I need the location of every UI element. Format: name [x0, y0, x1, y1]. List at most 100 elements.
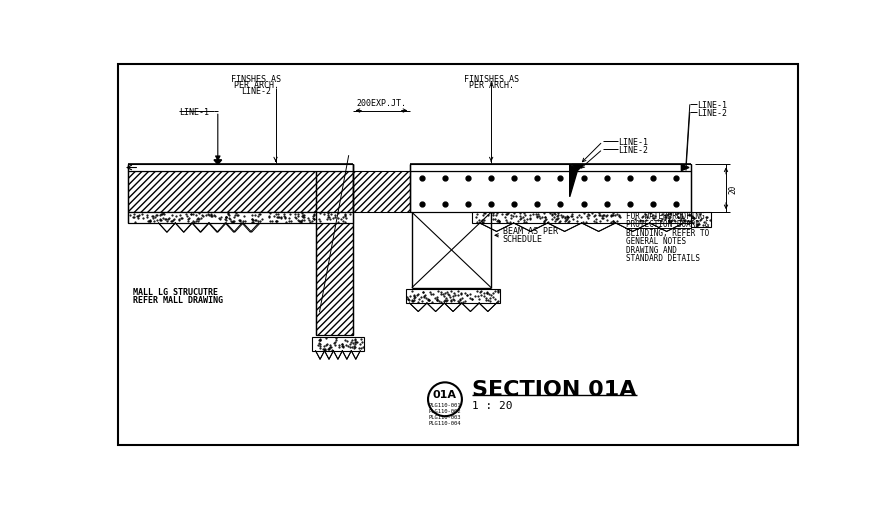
Point: [155, 211, 170, 219]
Point: [441, 290, 455, 298]
Point: [668, 218, 682, 226]
Point: [324, 211, 338, 219]
Point: [451, 287, 465, 295]
Point: [646, 214, 660, 222]
Text: BEAM AS PER: BEAM AS PER: [503, 227, 558, 236]
Point: [126, 214, 140, 222]
Point: [587, 218, 601, 226]
Point: [344, 338, 358, 346]
Point: [246, 217, 260, 225]
Point: [599, 212, 613, 220]
Point: [320, 340, 334, 348]
Point: [550, 216, 564, 224]
Point: [421, 295, 435, 304]
Point: [405, 297, 419, 306]
Point: [329, 334, 343, 342]
Point: [313, 336, 327, 344]
Point: [293, 218, 307, 226]
Point: [199, 212, 213, 220]
Text: PLG110-001: PLG110-001: [429, 402, 461, 408]
Point: [313, 335, 327, 343]
Point: [663, 214, 678, 222]
Point: [505, 213, 520, 221]
Point: [651, 216, 665, 224]
Point: [313, 336, 327, 344]
Point: [687, 215, 701, 223]
Point: [434, 290, 448, 298]
Point: [480, 289, 495, 297]
Point: [557, 218, 572, 226]
Text: BLINDING, REFER TO: BLINDING, REFER TO: [626, 228, 709, 237]
Point: [581, 211, 596, 219]
Point: [219, 213, 233, 221]
Point: [605, 217, 620, 225]
Point: [460, 291, 474, 299]
Point: [349, 338, 363, 346]
Point: [263, 218, 278, 226]
Point: [347, 338, 362, 346]
Text: LINE-1: LINE-1: [179, 108, 209, 117]
Bar: [405, 289, 500, 304]
Point: [220, 214, 234, 222]
Point: [495, 211, 509, 219]
Point: [660, 212, 674, 220]
Point: [221, 210, 235, 218]
Polygon shape: [572, 165, 583, 171]
Point: [604, 211, 618, 219]
Point: [516, 213, 530, 221]
Point: [693, 217, 707, 225]
Point: [324, 343, 338, 351]
Point: [592, 210, 606, 218]
Point: [451, 297, 465, 306]
Point: [455, 290, 469, 298]
Point: [587, 213, 601, 221]
Point: [438, 289, 452, 297]
Point: [352, 344, 366, 352]
Point: [440, 296, 455, 304]
Point: [497, 214, 512, 222]
Point: [165, 218, 179, 226]
Point: [504, 212, 518, 220]
Point: [447, 296, 462, 304]
Point: [172, 215, 187, 223]
Point: [472, 288, 487, 296]
Point: [150, 217, 164, 225]
Point: [154, 211, 168, 219]
Point: [347, 336, 362, 344]
Point: [685, 213, 699, 221]
Point: [330, 219, 345, 227]
Point: [347, 342, 362, 350]
Point: [153, 216, 167, 224]
Point: [288, 214, 303, 222]
Point: [335, 342, 349, 350]
Point: [545, 211, 559, 219]
Point: [538, 216, 552, 224]
Point: [428, 294, 442, 302]
Point: [313, 218, 328, 226]
Point: [486, 290, 500, 298]
Point: [679, 217, 693, 225]
Point: [480, 289, 494, 297]
Point: [321, 210, 335, 218]
Point: [296, 213, 310, 221]
Point: [160, 218, 174, 226]
Point: [271, 214, 285, 222]
Point: [657, 216, 672, 224]
Point: [336, 342, 350, 350]
Point: [204, 211, 219, 219]
Point: [306, 215, 321, 223]
Point: [226, 219, 240, 227]
Point: [233, 216, 247, 224]
Point: [307, 215, 321, 223]
Point: [127, 214, 141, 222]
Point: [271, 210, 285, 218]
Point: [565, 216, 580, 224]
Text: PER ARCH.: PER ARCH.: [234, 81, 279, 89]
Text: 1 : 20: 1 : 20: [472, 400, 513, 411]
Point: [537, 218, 551, 226]
Point: [159, 215, 173, 223]
Point: [661, 211, 675, 219]
Point: [143, 218, 157, 226]
Point: [224, 217, 238, 225]
Point: [254, 218, 268, 226]
